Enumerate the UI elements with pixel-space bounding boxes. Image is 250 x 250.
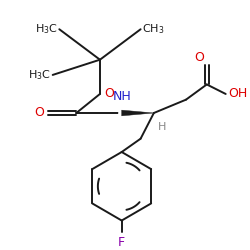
Polygon shape — [122, 110, 154, 116]
Text: F: F — [118, 236, 125, 249]
Text: H: H — [158, 122, 166, 132]
Text: O: O — [105, 88, 115, 101]
Text: H$_3$C: H$_3$C — [28, 68, 51, 82]
Text: H$_3$C: H$_3$C — [34, 22, 58, 36]
Text: O: O — [194, 50, 204, 64]
Text: CH$_3$: CH$_3$ — [142, 22, 165, 36]
Text: OH: OH — [228, 88, 248, 101]
Text: NH: NH — [112, 90, 131, 104]
Text: O: O — [34, 106, 44, 120]
